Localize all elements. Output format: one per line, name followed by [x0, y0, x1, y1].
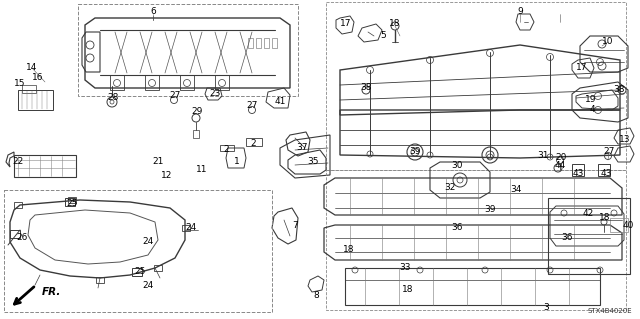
Text: 42: 42 [582, 209, 594, 218]
Text: 2: 2 [223, 145, 229, 154]
Text: 6: 6 [150, 8, 156, 17]
Text: 30: 30 [451, 161, 463, 170]
Text: FR.: FR. [42, 287, 61, 297]
Text: 9: 9 [517, 8, 523, 17]
Text: 10: 10 [602, 38, 614, 47]
Bar [610, 218, 628, 232]
Text: 18: 18 [343, 246, 355, 255]
Text: 17: 17 [340, 19, 352, 27]
Text: 27: 27 [170, 92, 180, 100]
Bar [220, 145, 234, 151]
Text: 24: 24 [186, 222, 196, 232]
Text: 33: 33 [399, 263, 411, 272]
Text: 2: 2 [250, 138, 256, 147]
Text: 34: 34 [510, 186, 522, 195]
Text: 5: 5 [380, 31, 386, 40]
Text: 36: 36 [451, 224, 463, 233]
Text: 39: 39 [409, 147, 420, 157]
Text: 44: 44 [554, 160, 566, 169]
Text: 28: 28 [108, 93, 118, 101]
Text: 27: 27 [604, 147, 614, 157]
Text: 15: 15 [14, 79, 26, 88]
Text: 19: 19 [585, 95, 596, 105]
Bar [548, 198, 630, 274]
Text: 41: 41 [275, 97, 285, 106]
Bar [18, 90, 53, 110]
Bar [22, 85, 36, 93]
Text: 8: 8 [313, 291, 319, 300]
Bar [193, 130, 199, 138]
Text: 37: 37 [296, 144, 308, 152]
Bar [78, 4, 298, 96]
Text: 26: 26 [16, 233, 28, 241]
Text: 3: 3 [543, 303, 549, 313]
Bar [326, 2, 626, 170]
Text: 24: 24 [142, 280, 154, 290]
Bar [246, 138, 262, 146]
Text: 32: 32 [444, 182, 456, 191]
Text: 21: 21 [152, 157, 164, 166]
Text: 38: 38 [360, 84, 372, 93]
Bar [182, 225, 190, 231]
Text: 17: 17 [576, 63, 588, 72]
Text: 40: 40 [622, 220, 634, 229]
Bar [68, 197, 76, 203]
Text: 43: 43 [600, 169, 612, 179]
Text: 43: 43 [572, 169, 584, 179]
Bar [10, 230, 20, 238]
Bar [96, 277, 104, 283]
Bar [154, 265, 162, 271]
Text: 14: 14 [26, 63, 38, 72]
Text: 23: 23 [209, 90, 221, 99]
Text: 38: 38 [613, 85, 625, 93]
Text: 36: 36 [561, 233, 573, 241]
Text: 18: 18 [599, 213, 611, 222]
Bar [14, 155, 76, 177]
Text: 7: 7 [292, 221, 298, 231]
Bar [4, 190, 272, 312]
Text: 11: 11 [196, 165, 208, 174]
Text: 16: 16 [32, 73, 44, 83]
Bar [326, 170, 626, 310]
Bar [65, 198, 75, 206]
Text: 35: 35 [307, 158, 319, 167]
Text: 12: 12 [161, 172, 173, 181]
Text: 4: 4 [589, 106, 595, 115]
Text: STX4B4020E: STX4B4020E [588, 308, 632, 314]
Bar [14, 202, 22, 208]
Text: 22: 22 [12, 158, 24, 167]
Text: 1: 1 [234, 158, 240, 167]
Text: 20: 20 [556, 152, 566, 161]
Text: 31: 31 [537, 151, 548, 160]
Text: 18: 18 [403, 285, 413, 293]
Text: 18: 18 [389, 19, 401, 27]
Text: 25: 25 [134, 268, 146, 277]
Text: 25: 25 [67, 199, 77, 209]
Text: 13: 13 [620, 136, 631, 145]
Text: 27: 27 [246, 101, 258, 110]
Bar [132, 268, 142, 276]
Text: 29: 29 [191, 108, 203, 116]
Text: 39: 39 [484, 205, 496, 214]
Text: 24: 24 [142, 238, 154, 247]
